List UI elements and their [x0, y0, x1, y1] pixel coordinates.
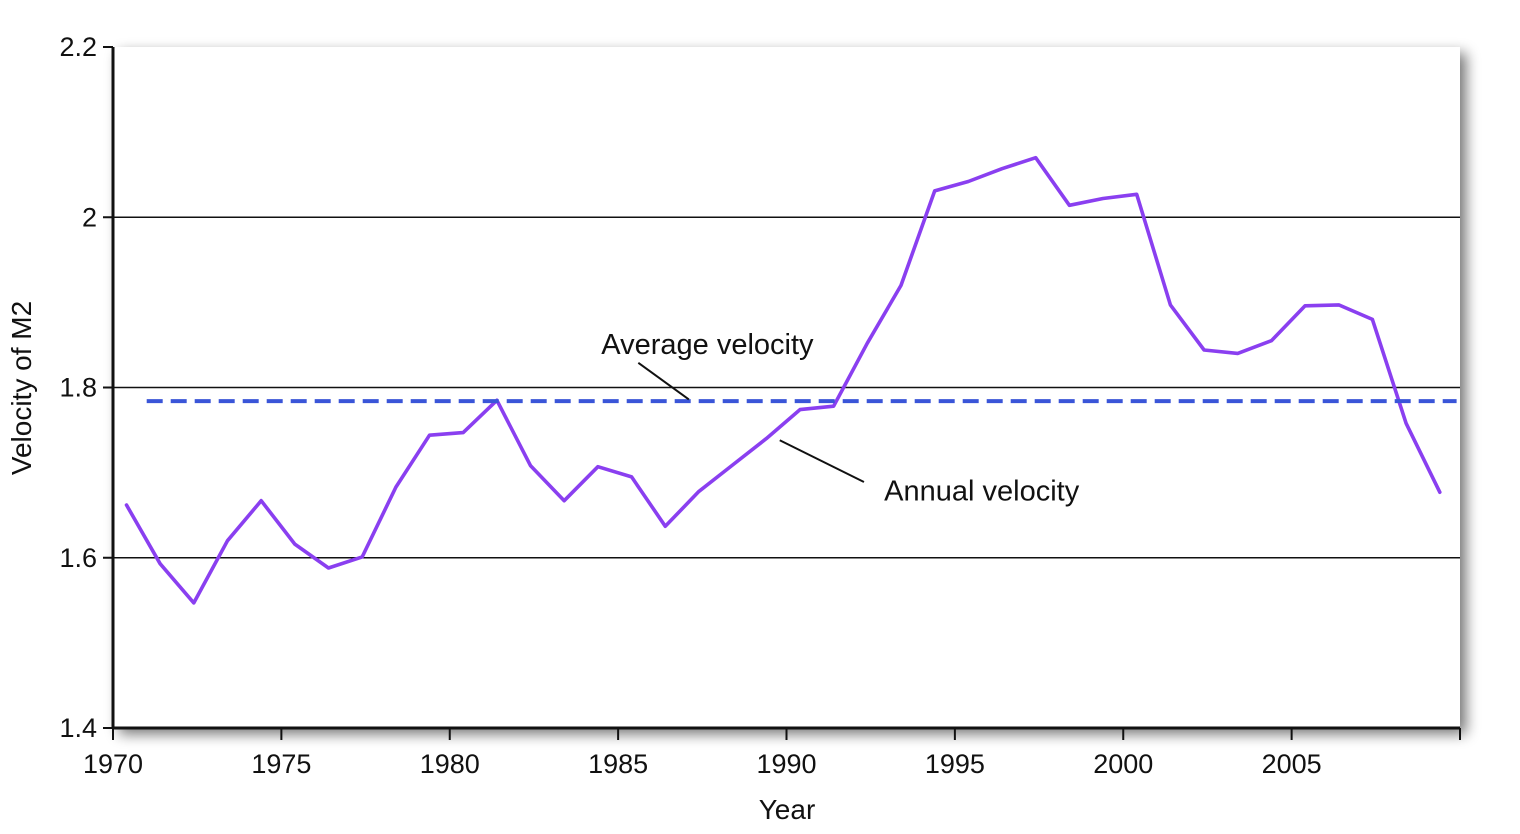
y-axis-label: Velocity of M2 [6, 301, 37, 475]
x-axis-label: Year [759, 794, 816, 825]
y-tick-label-4: 2.2 [59, 32, 97, 62]
y-tick-label-2: 1.8 [59, 373, 97, 403]
x-tick-label-4: 1990 [756, 749, 816, 779]
annotation-label-annual: Annual velocity [884, 476, 1080, 508]
annotation-label-average: Average velocity [601, 329, 814, 361]
x-tick-label-5: 1995 [925, 749, 985, 779]
x-tick-label-3: 1985 [588, 749, 648, 779]
y-tick-label-0: 1.4 [59, 713, 97, 743]
x-tick-label-2: 1980 [420, 749, 480, 779]
x-tick-label-0: 1970 [83, 749, 143, 779]
x-tick-label-7: 2005 [1262, 749, 1322, 779]
y-tick-label-3: 2 [82, 202, 97, 232]
x-tick-label-6: 2000 [1093, 749, 1153, 779]
y-tick-label-1: 1.6 [59, 543, 97, 573]
x-tick-label-1: 1975 [251, 749, 311, 779]
